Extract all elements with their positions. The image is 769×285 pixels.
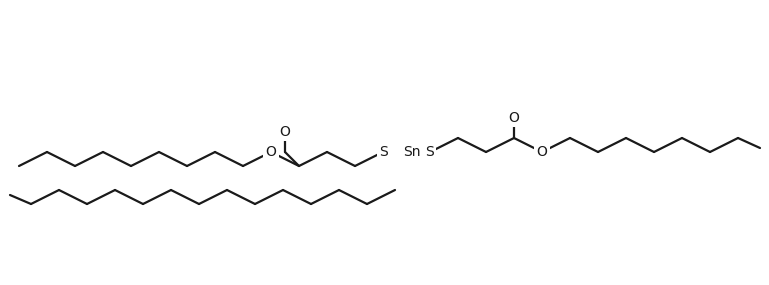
Text: O: O	[265, 145, 276, 159]
Text: O: O	[508, 111, 519, 125]
Text: O: O	[537, 145, 548, 159]
Text: O: O	[280, 125, 291, 139]
Text: S: S	[378, 145, 388, 159]
Text: Sn: Sn	[403, 145, 421, 159]
Text: S: S	[425, 145, 434, 159]
